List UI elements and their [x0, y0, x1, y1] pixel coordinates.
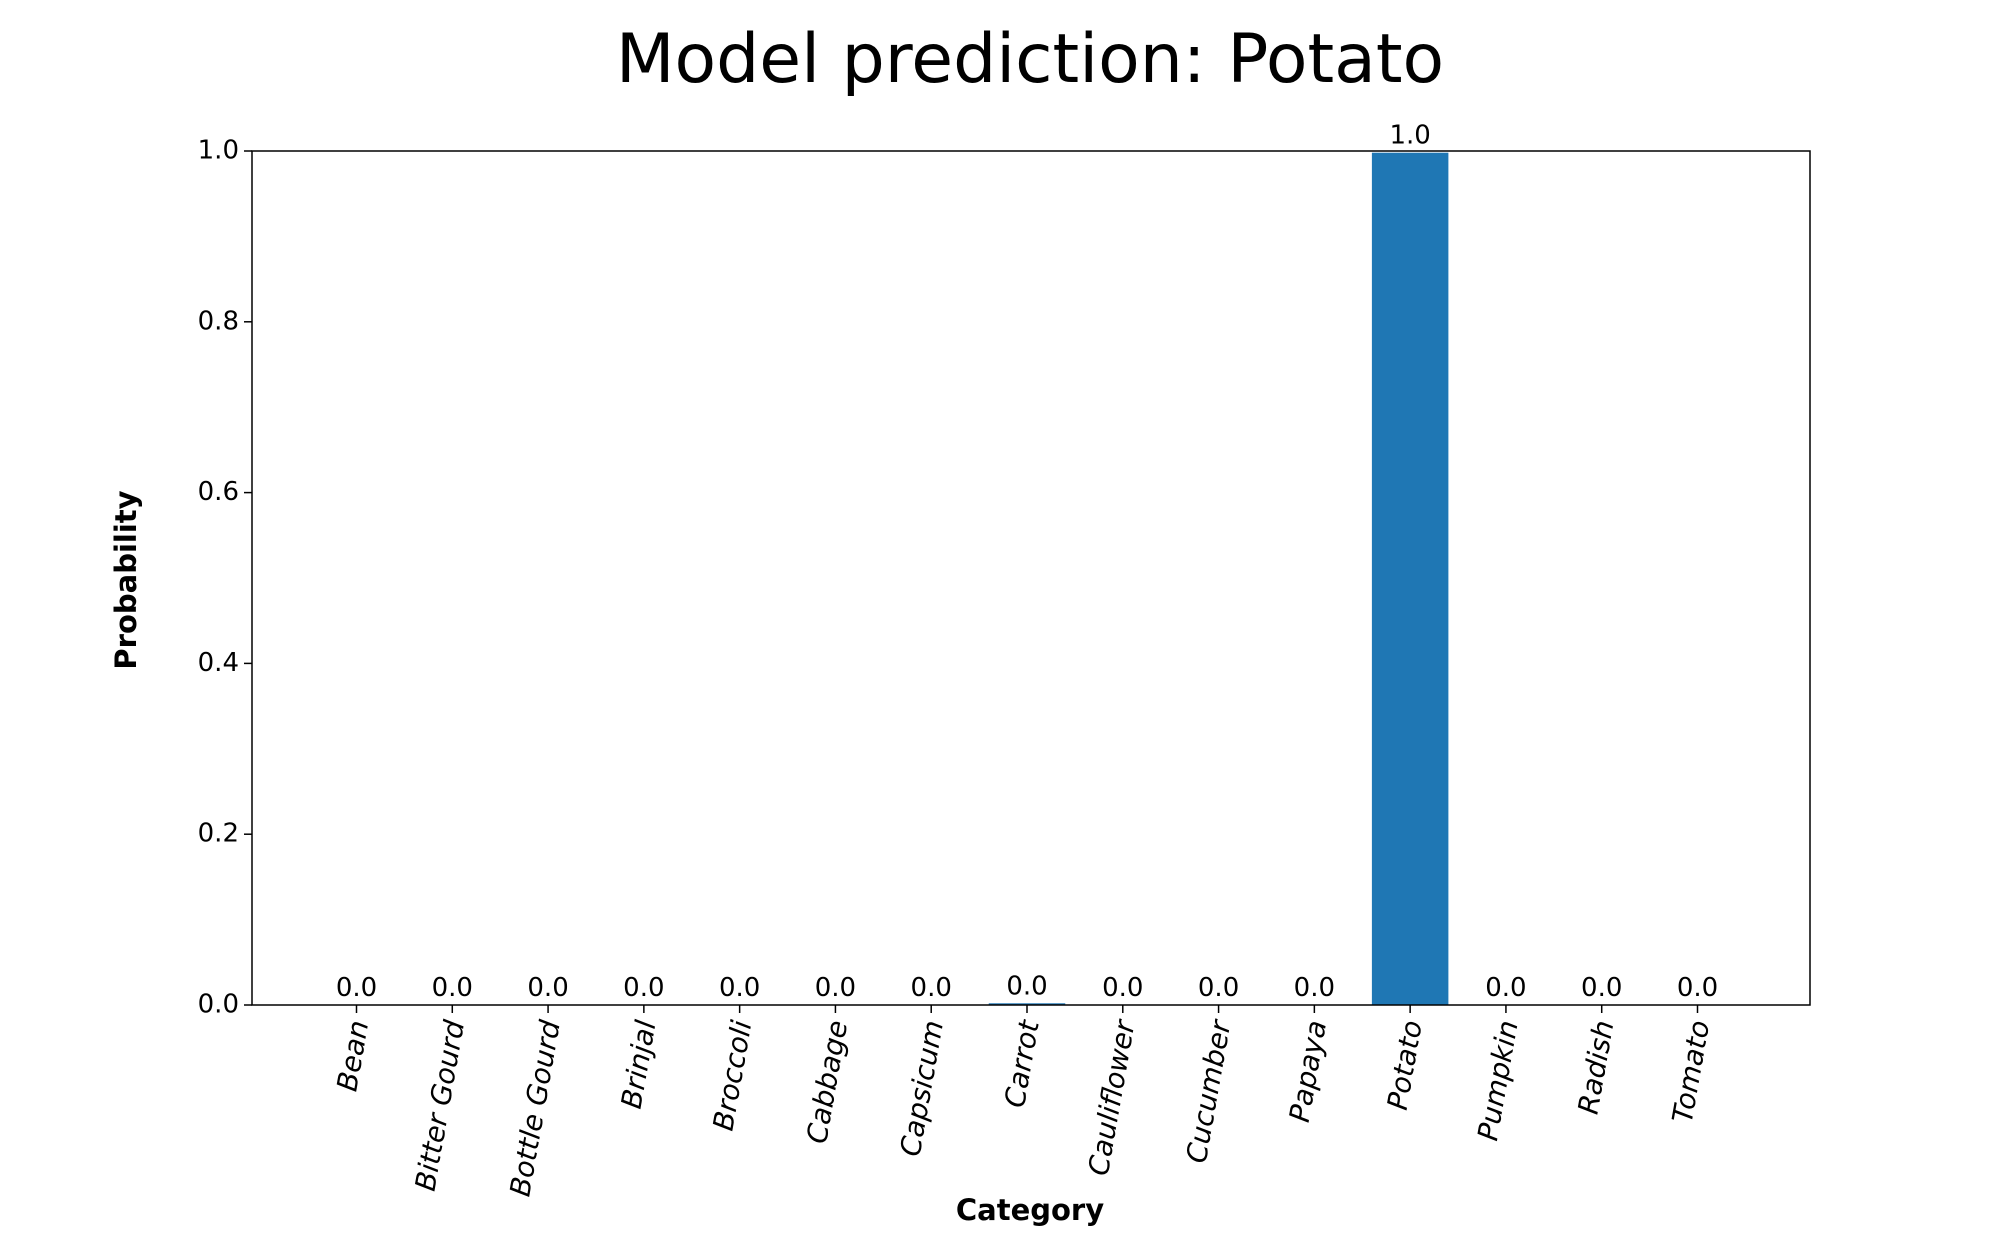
bar-value-label: 0.0: [1677, 973, 1718, 1003]
x-tick-label: Potato: [1381, 1018, 1429, 1113]
bar-potato: [1371, 152, 1449, 1005]
bar-value-label: 0.0: [1198, 973, 1239, 1003]
y-tick-label: 1.0: [198, 136, 239, 166]
x-tick-label: Tomato: [1666, 1018, 1716, 1125]
x-tick-label: Cucumber: [1180, 1016, 1238, 1165]
bar-value-label: 0.0: [719, 973, 760, 1003]
plot-area-frame: [251, 150, 1811, 1006]
x-axis-ticks: Bean Bitter Gourd Bottle Gourd Brinjal Brocc…: [330, 1005, 1716, 1199]
y-axis-label: Probability: [109, 490, 143, 669]
bar-value-label: 0.0: [527, 973, 568, 1003]
bar-value-label: 0.0: [623, 973, 664, 1003]
bar-value-label: 0.0: [432, 973, 473, 1003]
bar-value-label: 0.0: [911, 973, 952, 1003]
x-tick-label: Papaya: [1283, 1018, 1333, 1125]
bar-carrot: [988, 1003, 1066, 1005]
y-tick-label: 0.6: [198, 477, 239, 507]
bar-value-label: 0.0: [1485, 973, 1526, 1003]
bar-value-label: 0.0: [1102, 973, 1143, 1003]
bars: [988, 152, 1449, 1005]
y-axis-ticks: 0.0 0.2 0.4 0.6 0.8 1.0: [198, 136, 252, 1020]
chart-title: Model prediction: Potato: [616, 20, 1444, 99]
x-tick-label: Broccoli: [707, 1018, 759, 1134]
bar-value-label: 0.0: [336, 973, 377, 1003]
bar-value-labels: 0.0 0.0 0.0 0.0 0.0 0.0 0.0 0.0 0.0 0.0 0.0 1.0 0.0 0…: [336, 121, 1718, 1003]
x-tick-label: Cauliflower: [1082, 1016, 1142, 1178]
bar-value-label: 0.0: [1294, 973, 1335, 1003]
x-tick-label: Brinjal: [615, 1018, 663, 1112]
x-tick-label: Bean: [330, 1018, 375, 1094]
x-tick-label: Carrot: [998, 1017, 1046, 1110]
y-tick-label: 0.2: [198, 819, 239, 849]
y-tick-label: 0.4: [198, 648, 239, 678]
x-tick-label: Radish: [1572, 1018, 1621, 1117]
x-tick-label: Capsicum: [894, 1018, 950, 1159]
x-tick-label: Cabbage: [800, 1018, 854, 1146]
bar-value-label: 0.0: [815, 973, 856, 1003]
bar-value-label: 1.0: [1389, 121, 1430, 151]
x-tick-label: Pumpkin: [1471, 1018, 1525, 1143]
bar-value-label: 0.0: [1581, 973, 1622, 1003]
x-tick-label: Bitter Gourd: [409, 1018, 471, 1194]
y-tick-label: 0.8: [198, 306, 239, 336]
y-tick-label: 0.0: [198, 990, 239, 1020]
x-tick-label: Bottle Gourd: [503, 1018, 566, 1199]
x-axis-label: Category: [956, 1193, 1104, 1227]
bar-value-label: 0.0: [1006, 971, 1047, 1001]
